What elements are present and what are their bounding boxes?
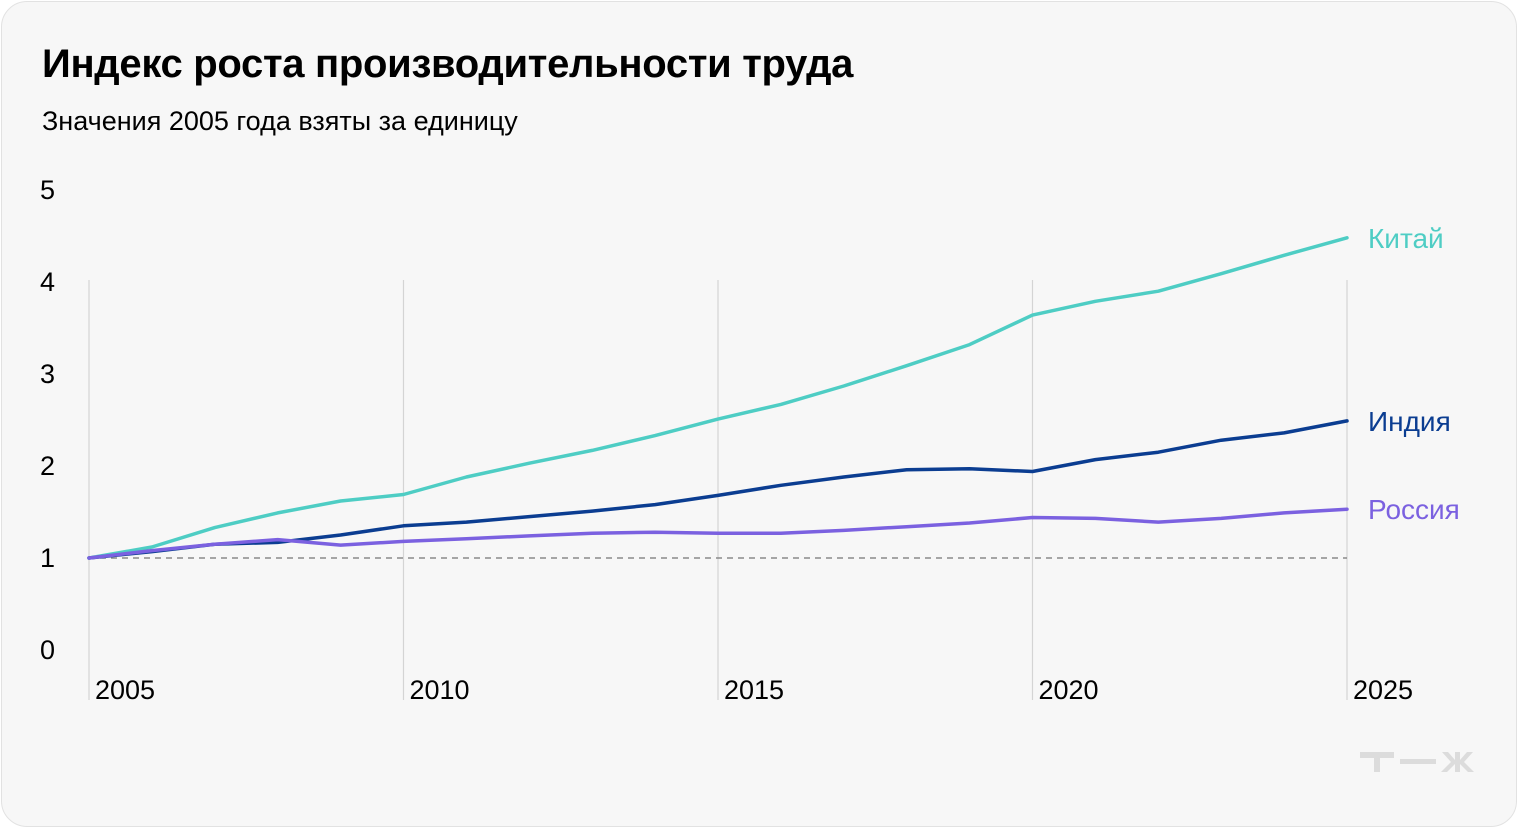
x-tick-label: 2020 (1039, 675, 1099, 705)
y-axis-ticks: 0 1 2 3 4 5 (40, 175, 55, 665)
series-label: Китай (1368, 223, 1444, 254)
y-tick-label: 4 (40, 267, 55, 297)
series-label: Россия (1368, 494, 1460, 525)
y-tick-label: 5 (40, 175, 55, 205)
x-tick-label: 2025 (1353, 675, 1413, 705)
chart-title: Индекс роста производительности труда (42, 42, 854, 86)
series-lines (87, 236, 1349, 560)
x-tick-label: 2010 (410, 675, 470, 705)
y-tick-label: 1 (40, 543, 55, 573)
tzh-logo-icon (1360, 752, 1474, 772)
y-tick-label: 0 (40, 635, 55, 665)
y-tick-label: 3 (40, 359, 55, 389)
series-line-2 (87, 507, 1349, 560)
series-label: Индия (1368, 406, 1451, 437)
x-tick-label: 2015 (724, 675, 784, 705)
y-tick-label: 2 (40, 451, 55, 481)
series-labels: Китай Индия Россия (1368, 223, 1460, 525)
grid-lines (88, 280, 1348, 700)
x-tick-label: 2005 (95, 675, 155, 705)
series-line-0 (87, 236, 1349, 560)
chart-subtitle: Значения 2005 года взяты за единицу (42, 106, 518, 136)
x-axis-ticks: 2005 2010 2015 2020 2025 (95, 675, 1413, 705)
